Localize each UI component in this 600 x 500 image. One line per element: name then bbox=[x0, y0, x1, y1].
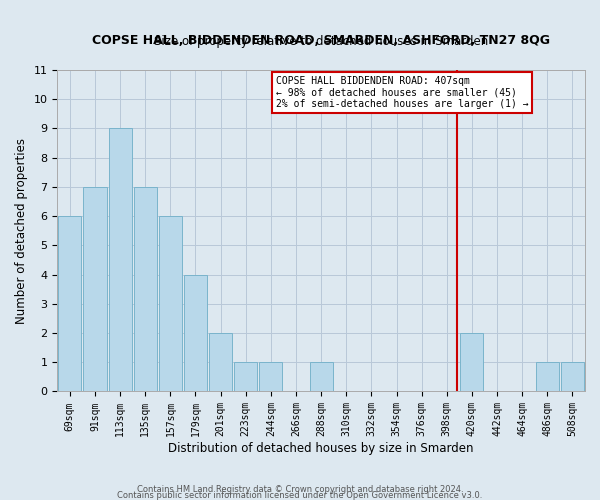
Bar bbox=[134, 187, 157, 392]
Bar bbox=[310, 362, 332, 392]
Bar bbox=[184, 274, 207, 392]
Bar bbox=[259, 362, 283, 392]
Text: Contains HM Land Registry data © Crown copyright and database right 2024.: Contains HM Land Registry data © Crown c… bbox=[137, 484, 463, 494]
Bar bbox=[159, 216, 182, 392]
Bar bbox=[561, 362, 584, 392]
Y-axis label: Number of detached properties: Number of detached properties bbox=[15, 138, 28, 324]
X-axis label: Distribution of detached houses by size in Smarden: Distribution of detached houses by size … bbox=[169, 442, 474, 455]
Bar bbox=[109, 128, 131, 392]
Text: COPSE HALL, BIDDENDEN ROAD, SMARDEN, ASHFORD, TN27 8QG: COPSE HALL, BIDDENDEN ROAD, SMARDEN, ASH… bbox=[92, 34, 550, 48]
Bar bbox=[83, 187, 107, 392]
Title: Size of property relative to detached houses in Smarden: Size of property relative to detached ho… bbox=[154, 35, 488, 48]
Bar bbox=[58, 216, 82, 392]
Bar bbox=[209, 333, 232, 392]
Bar bbox=[536, 362, 559, 392]
Text: Contains public sector information licensed under the Open Government Licence v3: Contains public sector information licen… bbox=[118, 491, 482, 500]
Text: COPSE HALL BIDDENDEN ROAD: 407sqm
← 98% of detached houses are smaller (45)
2% o: COPSE HALL BIDDENDEN ROAD: 407sqm ← 98% … bbox=[276, 76, 529, 109]
Bar bbox=[234, 362, 257, 392]
Bar bbox=[460, 333, 484, 392]
